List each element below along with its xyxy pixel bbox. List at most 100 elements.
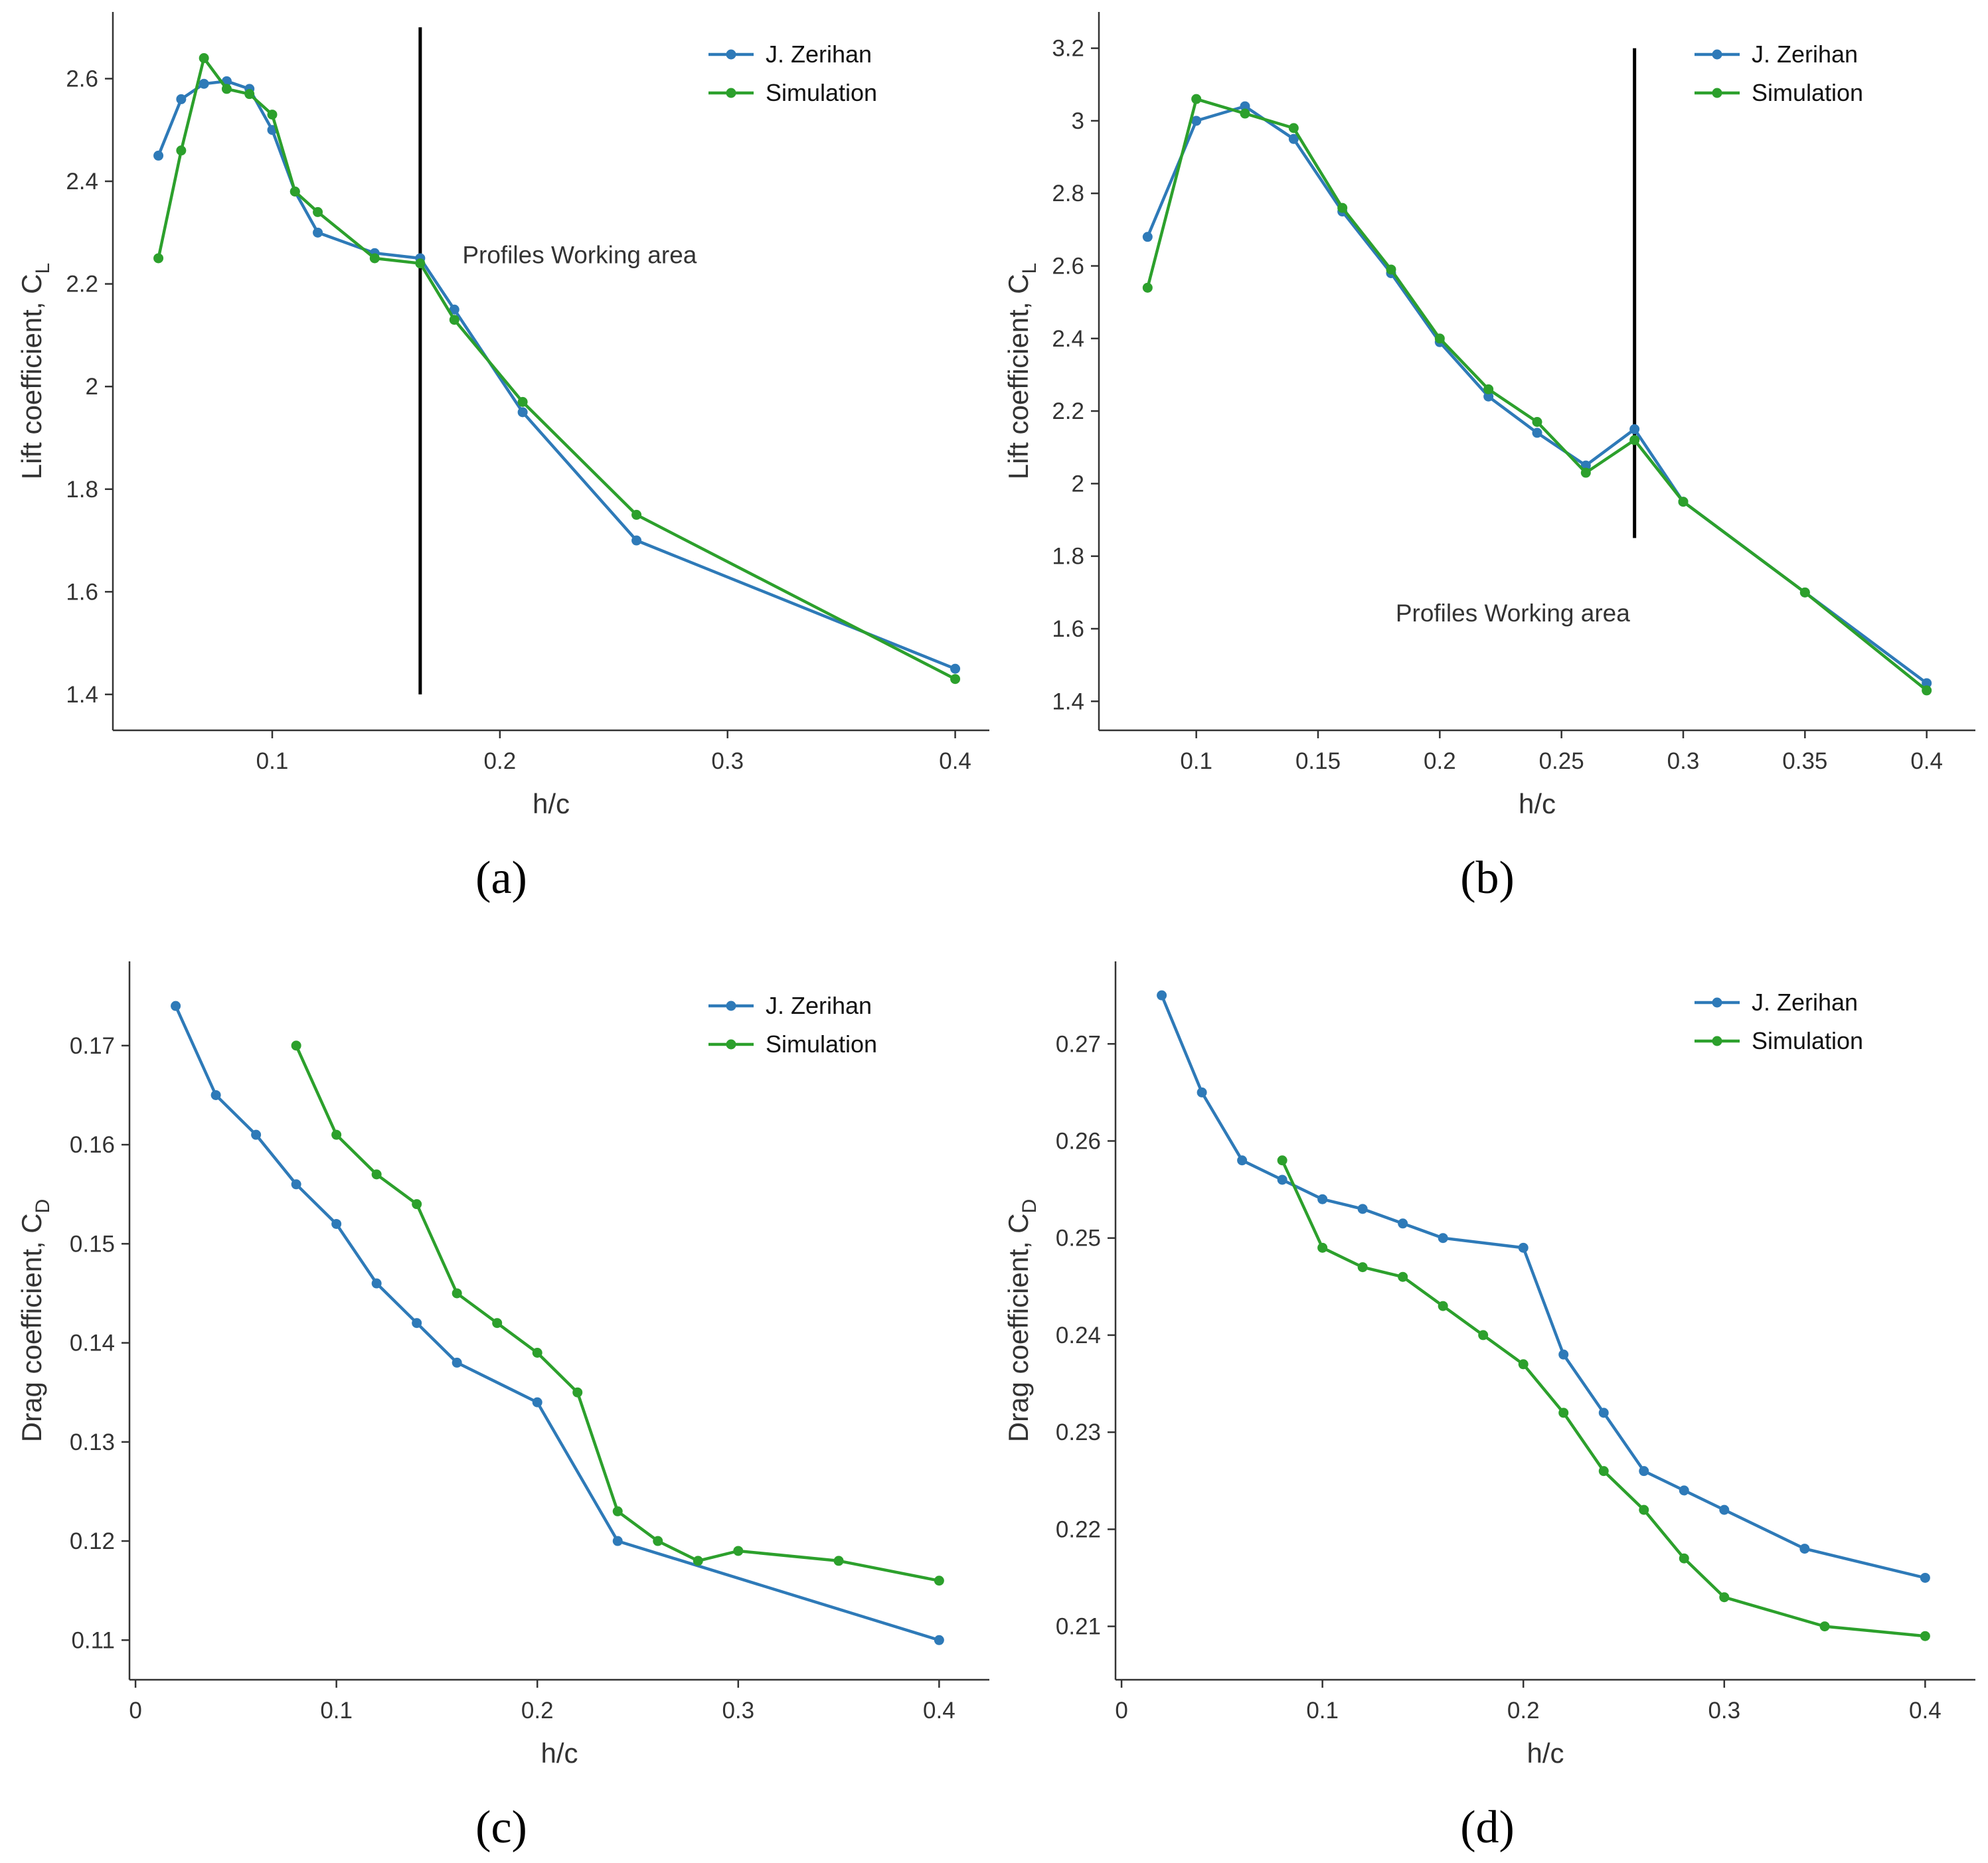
series-line-simulation (295, 1044, 940, 1583)
data-point (1532, 428, 1542, 438)
data-point (572, 1387, 583, 1398)
data-point (1191, 94, 1202, 104)
data-point (631, 535, 642, 546)
y-tick-label: 2 (1072, 471, 1084, 497)
y-tick-label: 1.8 (1052, 544, 1084, 570)
panel-label: (a) (475, 852, 527, 904)
legend-swatch-point (1712, 1036, 1722, 1046)
data-point (532, 1348, 542, 1358)
y-tick-label: 0.14 (70, 1331, 115, 1356)
data-point (631, 509, 642, 520)
series-line-j-zerihan (174, 1005, 940, 1642)
working-area-annotation: Profiles Working area (462, 242, 697, 269)
y-tick-label: 0.24 (1056, 1323, 1101, 1348)
y-tick-label: 1.4 (66, 682, 98, 708)
y-axis-title: Lift coefficient, CL (1003, 263, 1040, 479)
data-point (1719, 1504, 1730, 1515)
chart-panel-c: 0 0.1 0.2 0.3 0.4 0.11 0.12 0.13 0.14 0.15 0.16 0.1… (16, 961, 989, 1853)
data-point (517, 396, 528, 407)
y-axis-title-subscript: D (32, 1199, 54, 1214)
data-point (1629, 435, 1640, 446)
x-tick-label: 0.3 (1667, 748, 1700, 774)
y-axis-title: Drag coefficient, CD (1003, 1199, 1040, 1442)
chart-panel-b: 0.1 0.15 0.2 0.25 0.3 0.35 0.4 1.4 1.6 1.8 2 2.2 2.4… (1003, 12, 1975, 904)
y-tick-label: 1.4 (1052, 688, 1084, 714)
data-point (199, 78, 209, 89)
data-point (176, 94, 187, 104)
data-point (291, 1179, 301, 1190)
data-point (1639, 1504, 1649, 1515)
data-point (291, 1040, 301, 1051)
series-line-simulation (157, 56, 956, 681)
data-point (1237, 1155, 1248, 1166)
x-tick-label: 0.4 (939, 748, 971, 774)
x-tick-label: 0 (1115, 1698, 1127, 1724)
data-point (612, 1506, 623, 1516)
y-axis-title: Drag coefficient, CD (16, 1199, 54, 1442)
data-point (1337, 202, 1348, 213)
data-point (1240, 108, 1250, 119)
data-point (950, 674, 961, 685)
data-point (1317, 1242, 1328, 1253)
y-tick-label: 3 (1072, 108, 1084, 134)
series-line-simulation (1281, 1159, 1926, 1638)
data-point (371, 1278, 382, 1289)
data-point (1598, 1408, 1609, 1418)
data-point (1922, 678, 1932, 688)
y-tick-label: 0.13 (70, 1429, 115, 1455)
y-tick-label: 0.17 (70, 1033, 115, 1059)
data-point (1920, 1631, 1930, 1641)
data-point (452, 1357, 462, 1368)
y-tick-label: 2.2 (1052, 398, 1084, 424)
y-axis-title-subscript: L (32, 263, 54, 274)
y-tick-label: 1.8 (66, 477, 98, 503)
data-point (199, 53, 209, 64)
y-tick-label: 2.8 (1052, 181, 1084, 206)
data-point (1799, 1544, 1810, 1554)
y-axis-title-subscript: D (1019, 1199, 1040, 1214)
data-point (1478, 1330, 1489, 1340)
legend-label: Simulation (766, 79, 877, 106)
data-point (1398, 1218, 1408, 1229)
y-axis-title-main: Lift coefficient, C (16, 274, 47, 479)
data-point (492, 1318, 503, 1329)
legend-label: Simulation (1752, 79, 1863, 106)
y-tick-label: 2.2 (66, 272, 98, 297)
y-axis-title-main: Drag coefficient, C (1003, 1213, 1034, 1442)
data-point (1922, 685, 1932, 696)
data-point (1157, 990, 1167, 1001)
series-line-simulation (1146, 97, 1928, 692)
data-point (532, 1397, 542, 1408)
x-tick-label: 0.2 (1424, 748, 1456, 774)
x-axis-title: h/c (540, 1738, 578, 1769)
data-point (331, 1129, 342, 1140)
data-point (1639, 1466, 1649, 1477)
panel-label: (c) (475, 1802, 527, 1853)
data-point (1191, 116, 1202, 126)
x-tick-label: 0.2 (1507, 1698, 1540, 1724)
y-tick-label: 0.25 (1056, 1226, 1101, 1252)
data-point (1678, 497, 1689, 507)
data-point (1240, 101, 1250, 112)
data-point (415, 258, 426, 269)
y-tick-label: 1.6 (1052, 616, 1084, 642)
legend-label: Simulation (766, 1030, 877, 1058)
y-tick-label: 0.12 (70, 1528, 115, 1554)
y-tick-label: 2 (86, 374, 98, 400)
data-point (1819, 1621, 1830, 1632)
x-tick-label: 0.3 (1708, 1698, 1740, 1724)
data-point (517, 407, 528, 418)
data-point (449, 315, 459, 325)
legend-label: J. Zerihan (1752, 40, 1858, 68)
data-point (176, 145, 187, 156)
data-point (1518, 1242, 1529, 1253)
data-point (331, 1218, 342, 1229)
legend-swatch-point (1712, 88, 1722, 98)
y-tick-label: 0.11 (71, 1627, 115, 1653)
data-point (1142, 232, 1153, 242)
x-tick-label: 0.2 (484, 748, 517, 774)
y-tick-label: 2.6 (66, 66, 98, 92)
data-point (1483, 384, 1494, 394)
x-tick-label: 0.2 (521, 1698, 554, 1724)
y-tick-label: 1.6 (66, 579, 98, 605)
